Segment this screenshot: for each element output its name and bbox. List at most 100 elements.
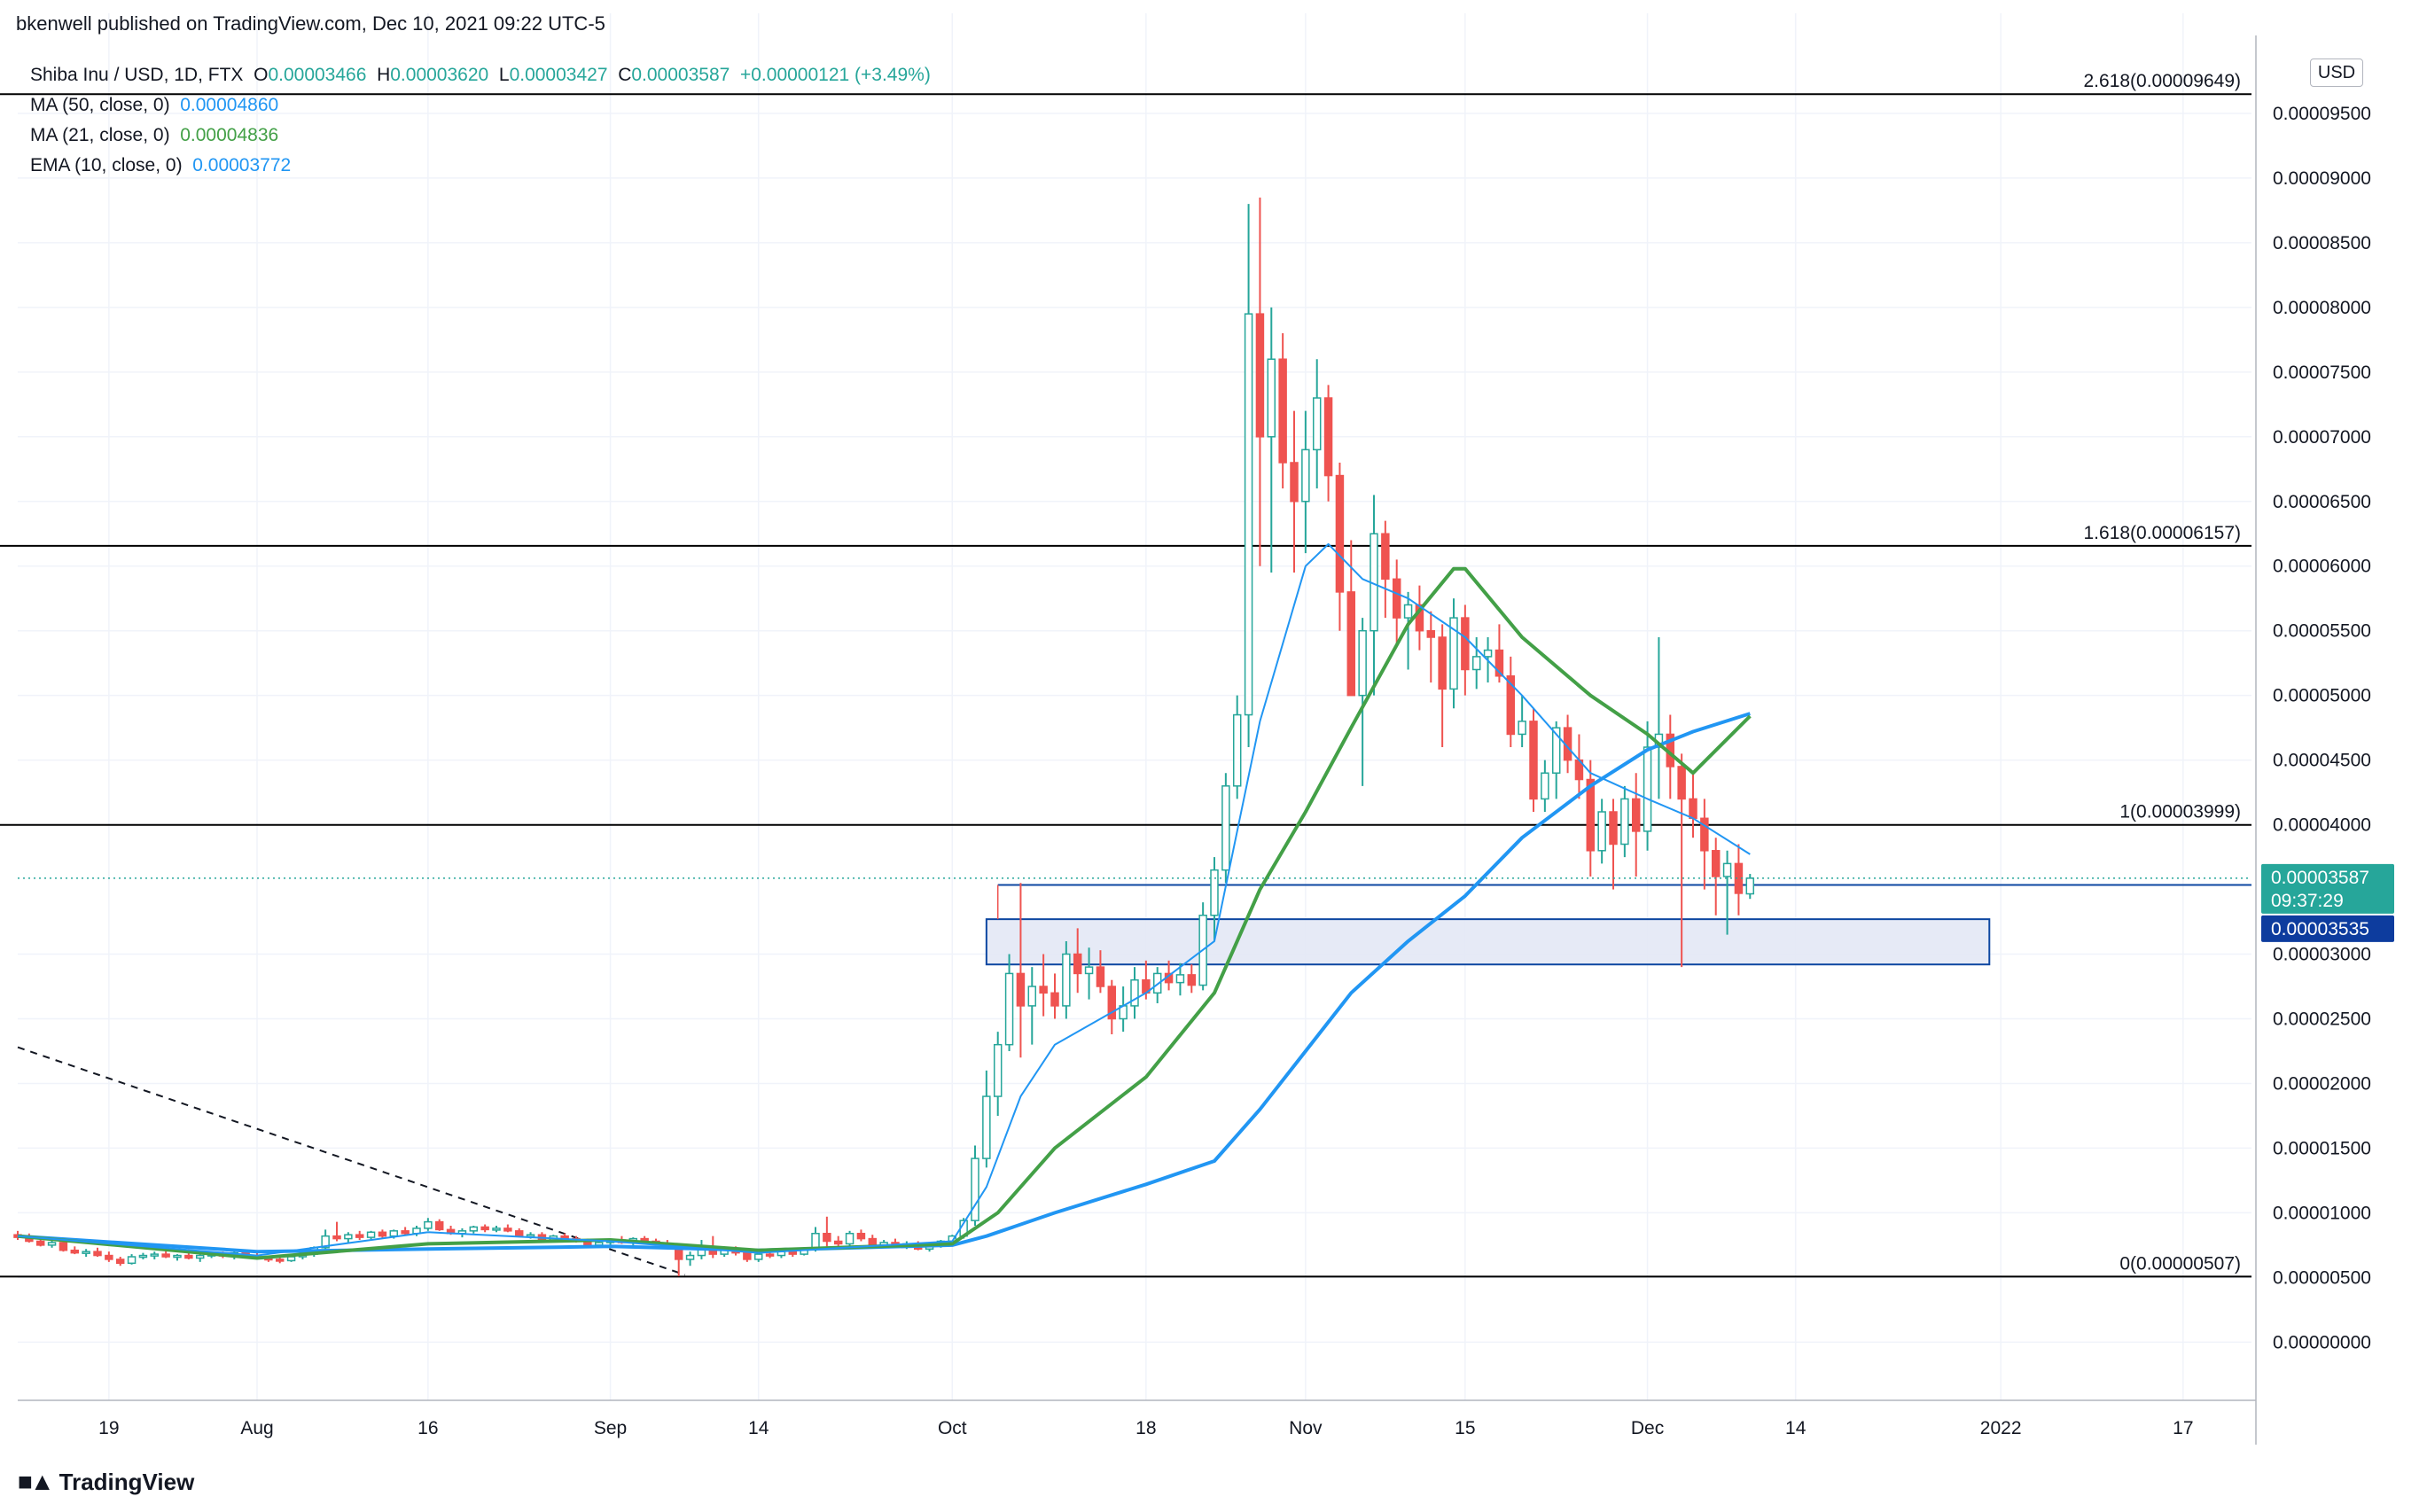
candle-body <box>1335 474 1345 593</box>
candle-body <box>1073 953 1082 975</box>
ma50-line <box>17 712 1751 1254</box>
y-tick-label: 0.00000000 <box>2273 1332 2371 1352</box>
legend-ma21-row[interactable]: MA (21, close, 0) 0.00004836 <box>30 121 931 151</box>
y-tick-label: 0.00008500 <box>2273 233 2371 253</box>
y-tick-label: 0.00007000 <box>2273 427 2371 448</box>
candle-body <box>1438 636 1447 690</box>
candle-body <box>514 1230 524 1237</box>
y-tick-label: 0.00005000 <box>2273 686 2371 706</box>
y-tick-label: 0.00006000 <box>2273 557 2371 577</box>
candle-body <box>492 1228 501 1231</box>
candle-body <box>1689 798 1697 820</box>
candle-body <box>115 1259 125 1265</box>
currency-button[interactable]: USD <box>2310 58 2363 87</box>
candle-body <box>1471 656 1481 671</box>
candle-body <box>594 1242 604 1246</box>
y-tick-label: 0.00004500 <box>2273 751 2371 771</box>
legend-change: +0.00000121 (+3.49%) <box>739 65 931 85</box>
legend-c-value: 0.00003587 <box>631 65 730 85</box>
legend-ema10-value: 0.00003772 <box>192 155 292 175</box>
legend-o-label: O <box>254 65 269 85</box>
candle-body <box>138 1254 148 1259</box>
candle-body <box>332 1235 341 1240</box>
candle-body <box>503 1228 512 1232</box>
candle-body <box>275 1259 285 1262</box>
candle-body <box>173 1254 182 1259</box>
y-tick-label: 0.00008000 <box>2273 298 2371 318</box>
candle-body <box>59 1242 68 1251</box>
trendline-dashed <box>17 1046 686 1276</box>
y-tick-label: 0.00001500 <box>2273 1138 2371 1158</box>
candle-body <box>1586 778 1596 852</box>
y-tick-label: 0.00002500 <box>2273 1009 2371 1029</box>
legend-symbol[interactable]: Shiba Inu / USD, 1D, FTX <box>30 65 244 85</box>
legend-h-value: 0.00003620 <box>390 65 489 85</box>
candle-body <box>1084 966 1094 975</box>
candle-body <box>685 1254 695 1260</box>
ma21-line <box>17 566 1752 1260</box>
candle-body <box>1403 604 1413 619</box>
legend-ema10-row[interactable]: EMA (10, close, 0) 0.00003772 <box>30 151 931 181</box>
x-tick-label: 15 <box>1455 1418 1475 1438</box>
moving-averages <box>17 542 1752 1260</box>
candle-body <box>1609 811 1618 846</box>
candle-body <box>401 1230 410 1235</box>
fib-label: 0(0.00000507) <box>2119 1253 2241 1274</box>
x-tick-label: 14 <box>1785 1418 1807 1438</box>
candle-body <box>1494 649 1504 677</box>
tradingview-brand: TradingView <box>59 1468 195 1495</box>
candle-body <box>389 1230 399 1237</box>
candle-body <box>1392 578 1401 619</box>
candle-body <box>1187 974 1197 986</box>
candle-body <box>378 1231 387 1237</box>
fib-label: 1(0.00003999) <box>2119 802 2241 822</box>
candle-body <box>1358 629 1367 697</box>
candle-body <box>845 1232 855 1245</box>
grid <box>18 13 2251 1400</box>
candle-body <box>833 1240 843 1245</box>
last-price-badge <box>2261 863 2394 914</box>
candle-body <box>1346 591 1356 697</box>
y-tick-label: 0.00009500 <box>2273 104 2371 124</box>
axes: 0.00009500 0.00009000 0.00008500 0.00008000… <box>18 35 2371 1445</box>
x-tick-label: 14 <box>748 1418 769 1438</box>
legend-c-label: C <box>618 65 632 85</box>
x-tick-label: Sep <box>594 1418 627 1438</box>
candle-body <box>1711 850 1721 877</box>
candle-body <box>1551 727 1561 774</box>
candle-body <box>1323 397 1333 477</box>
candle-body <box>1529 721 1538 800</box>
x-tick-label: 17 <box>2173 1418 2193 1438</box>
x-tick-label: Aug <box>240 1418 273 1438</box>
candle-body <box>788 1251 798 1255</box>
y-tick-label: 0.00006500 <box>2273 492 2371 512</box>
candle-body <box>93 1251 102 1257</box>
candle-body <box>1643 746 1652 832</box>
candle-body <box>286 1256 296 1262</box>
candle-body <box>366 1231 376 1238</box>
tradingview-logo[interactable]: ■▲ TradingView <box>18 1468 194 1496</box>
candle-body <box>1301 448 1310 503</box>
candle-body <box>1175 974 1185 984</box>
legend-l-label: L <box>498 65 510 85</box>
candle-body <box>823 1232 831 1243</box>
y-tick-label: 0.00009000 <box>2273 168 2371 189</box>
candle-body <box>1130 978 1139 1007</box>
legend-ma21-label: MA (21, close, 0) <box>30 125 170 145</box>
candle-body <box>35 1240 45 1246</box>
y-tick-label: 0.00007500 <box>2273 362 2371 383</box>
last-price-text: 0.00003587 <box>2271 868 2369 888</box>
candle-body <box>1745 877 1755 895</box>
candle-body <box>1449 617 1458 690</box>
legend-ma50-row[interactable]: MA (50, close, 0) 0.00004860 <box>30 90 931 121</box>
candle-body <box>82 1251 90 1254</box>
candle-body <box>1255 313 1265 438</box>
candle-body <box>1027 986 1037 1007</box>
x-tick-label: Nov <box>1289 1418 1323 1438</box>
candle-body <box>434 1220 444 1231</box>
candle-body <box>424 1220 433 1229</box>
x-tick-label: Dec <box>1631 1418 1664 1438</box>
fib-label: 2.618(0.00009649) <box>2084 71 2242 91</box>
candle-body <box>1016 972 1026 1007</box>
